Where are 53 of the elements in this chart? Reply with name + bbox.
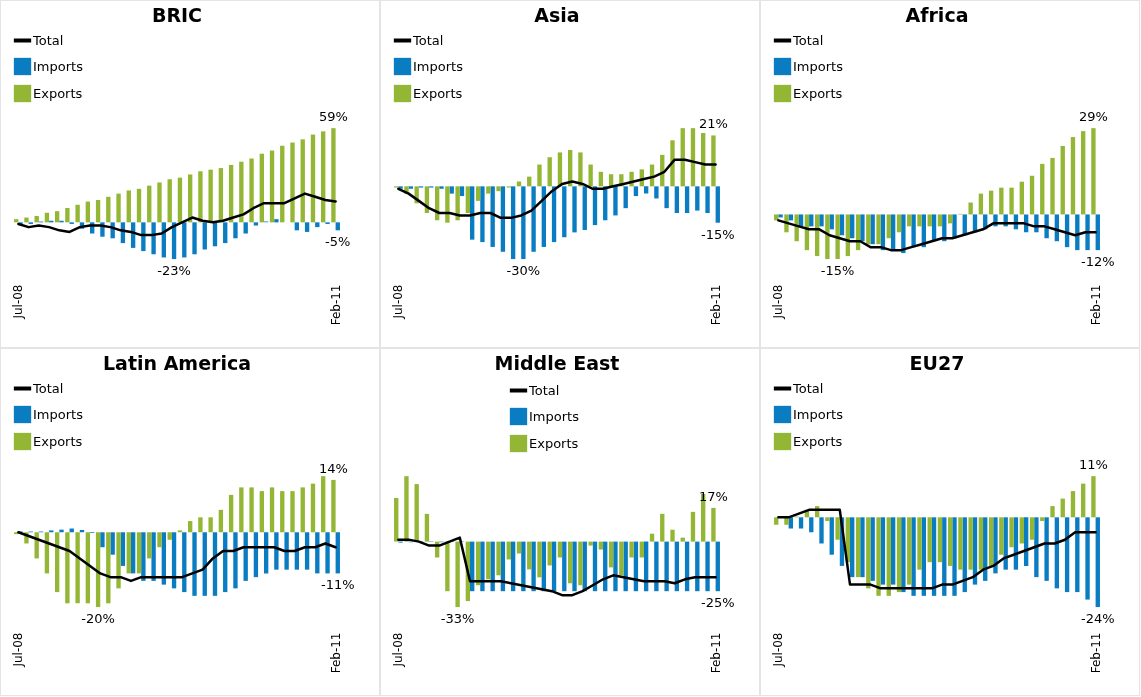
x-tick-label: Jul-08 <box>391 284 406 320</box>
data-label: 29% <box>1078 109 1108 125</box>
data-label: 17% <box>698 488 728 504</box>
data-label: -15% <box>700 226 735 242</box>
chart-title: Asia <box>534 4 580 26</box>
chart-title: Africa <box>905 4 969 26</box>
chart-title: Latin America <box>102 352 252 374</box>
legend-label: Imports <box>529 408 580 424</box>
x-tick-label: Feb-11 <box>708 632 723 674</box>
legend-label: Imports <box>33 58 84 74</box>
legend-label: Exports <box>793 85 843 101</box>
x-tick-label: Jul-08 <box>771 284 786 320</box>
legend-label: Total <box>32 32 64 48</box>
chart-title: EU27 <box>909 352 965 374</box>
data-label: -5% <box>325 234 351 250</box>
x-tick-label: Jul-08 <box>771 632 786 668</box>
data-label: -30% <box>506 263 541 279</box>
x-tick-label: Feb-11 <box>328 632 343 674</box>
chart-title: Middle East <box>494 352 620 374</box>
data-label: -15% <box>820 263 855 279</box>
x-tick-label: Jul-08 <box>11 284 26 320</box>
x-tick-label: Feb-11 <box>1088 632 1103 674</box>
x-tick-label: Jul-08 <box>391 632 406 668</box>
legend-label: Exports <box>33 433 83 449</box>
legend-label: Total <box>528 382 560 398</box>
legend-label: Imports <box>793 58 844 74</box>
legend-label: Total <box>792 32 824 48</box>
chart-title: BRIC <box>151 4 203 26</box>
data-label: -25% <box>700 595 735 611</box>
data-label: 14% <box>318 460 348 476</box>
legend-label: Exports <box>413 85 463 101</box>
data-label: -20% <box>81 611 115 627</box>
legend-label: Exports <box>793 433 843 449</box>
legend-label: Total <box>412 32 444 48</box>
x-tick-label: Jul-08 <box>11 632 26 668</box>
data-label: 11% <box>1078 457 1108 473</box>
legend-label: Exports <box>33 85 83 101</box>
x-tick-label: Feb-11 <box>708 284 723 326</box>
legend-label: Imports <box>33 406 84 422</box>
data-label: -12% <box>1080 254 1115 270</box>
data-label: -23% <box>157 263 191 279</box>
data-label: 59% <box>318 109 348 125</box>
legend-label: Exports <box>529 435 579 451</box>
x-tick-label: Feb-11 <box>1088 284 1103 326</box>
legend-label: Total <box>32 380 64 396</box>
data-label: -11% <box>320 577 355 593</box>
legend-label: Imports <box>793 406 844 422</box>
legend-label: Imports <box>413 58 464 74</box>
legend-label: Total <box>792 380 824 396</box>
data-label: -24% <box>1080 611 1115 627</box>
x-tick-label: Feb-11 <box>328 284 343 326</box>
data-label: -33% <box>440 611 475 627</box>
data-label: 21% <box>698 116 728 132</box>
